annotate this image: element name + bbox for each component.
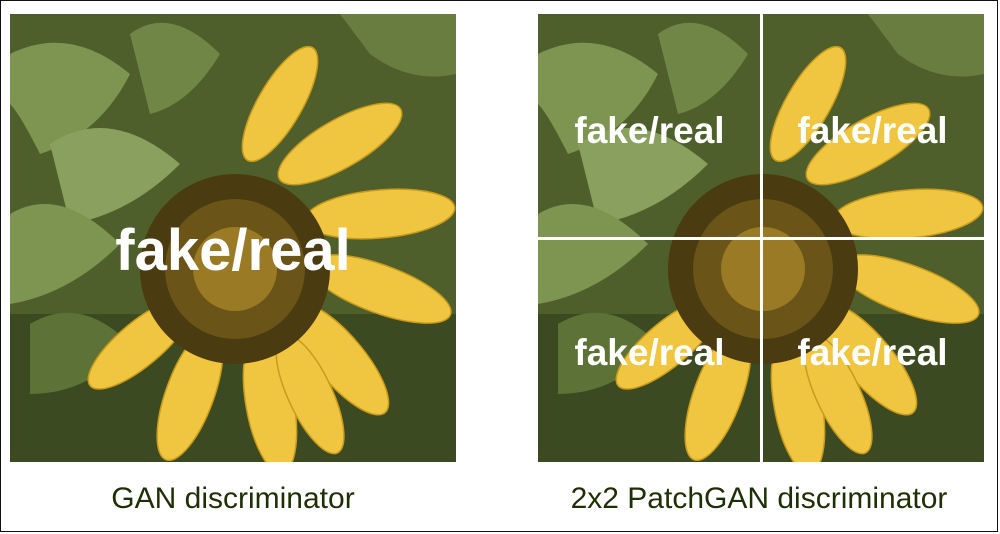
patch-label-top-left: fake/real [574, 110, 725, 151]
patch-label-bottom-left: fake/real [574, 332, 725, 373]
sunflower-illustration-left [10, 14, 456, 462]
gan-sunflower-image: fake/real [10, 14, 456, 462]
gan-discriminator-caption: GAN discriminator [111, 482, 355, 515]
patch-label-bottom-right: fake/real [797, 332, 948, 373]
patchgan-discriminator-caption: 2x2 PatchGAN discriminator [570, 482, 948, 515]
patch-divider-vertical [760, 14, 763, 462]
fake-real-label: fake/real [115, 218, 351, 283]
patch-label-top-right: fake/real [797, 110, 948, 151]
patchgan-sunflower-image: fake/real fake/real fake/real fake/real [538, 14, 984, 462]
